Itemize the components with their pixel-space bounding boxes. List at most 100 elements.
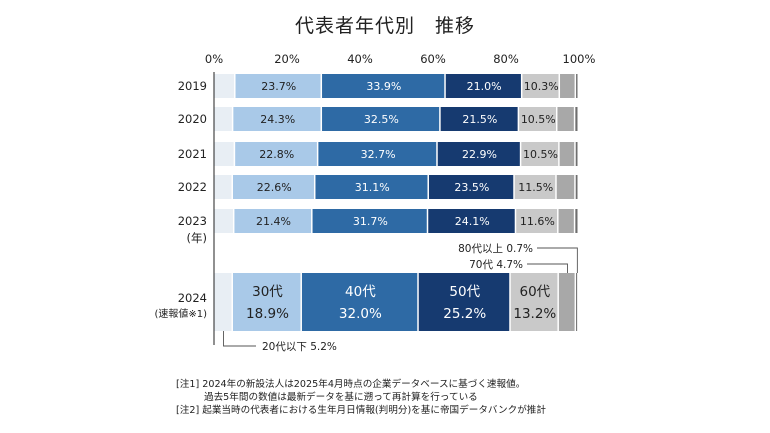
y-tick-label: 2019 (178, 79, 207, 93)
data-label: 23.5% (454, 181, 489, 194)
y-tick-label: 2020 (178, 112, 207, 126)
bar-segment (557, 107, 574, 131)
bar-segment (519, 107, 556, 131)
bar-segment (312, 209, 427, 233)
bar-segment (575, 175, 578, 199)
x-tick-label: 0% (205, 52, 223, 66)
note-1-continued: 過去5年間の数値は最新データを基に遡って再計算を行っている (204, 392, 478, 403)
bar-segment (322, 74, 445, 98)
year-unit-label: (年) (187, 231, 207, 245)
note-2: [注2] 起業当時の代表者における生年月日情報(判明分)を基に帝国データバンクが… (176, 405, 546, 416)
bar-segment (576, 273, 578, 331)
data-label: 22.6% (257, 181, 292, 194)
footnotes: [注1] 2024年の新設法人は2025年4月時点の企業データベースに基づく速報… (176, 378, 546, 417)
data-label: 10.3% (524, 80, 559, 93)
bar-segment (522, 74, 559, 98)
bar-segment (235, 142, 317, 166)
y-sublabel: (速報値※1) (154, 307, 207, 320)
bar-segment (514, 175, 556, 199)
bar-segment (318, 142, 437, 166)
data-label: 33.9% (366, 80, 401, 93)
data-label: 60代 (519, 284, 550, 300)
y-axis-labels: 2019 2020 2021 2022 2023 2024 (速報値※1) (年) (154, 79, 207, 320)
x-axis-ticks: 0% 20% 40% 60% 80% 100% (205, 52, 596, 66)
bar-segment (214, 175, 232, 199)
data-label: 18.9% (246, 306, 289, 322)
bar-rows: 23.7% 33.9% 21.0% 10.3% 24.3% 32.5% 21.5% 10.5%… (214, 74, 578, 331)
callout-label: 80代以上 0.7% (458, 243, 533, 255)
data-label: 25.2% (443, 306, 486, 322)
callout-leader (223, 331, 256, 347)
x-tick-label: 40% (347, 52, 373, 66)
data-label: 24.1% (455, 215, 490, 228)
bar-segment (232, 273, 301, 331)
bar-segment (556, 175, 575, 199)
bar-segment (214, 107, 232, 131)
data-label: 50代 (449, 284, 480, 300)
data-label: 30代 (252, 284, 283, 300)
data-label: 31.7% (353, 215, 388, 228)
bar-segment (559, 142, 575, 166)
x-tick-label: 20% (274, 52, 300, 66)
callout-leader (537, 247, 578, 273)
x-tick-label: 60% (420, 52, 446, 66)
bar-segment (214, 142, 234, 166)
data-label: 11.6% (520, 215, 555, 228)
data-label: 21.4% (256, 215, 291, 228)
bar-segment (576, 74, 578, 98)
data-label: 22.8% (259, 148, 294, 161)
bar-segment (437, 142, 520, 166)
data-label: 23.7% (261, 80, 296, 93)
data-label: 11.5% (518, 181, 553, 194)
data-label: 21.5% (462, 113, 497, 126)
data-label: 10.5% (523, 148, 558, 161)
bar-segment (301, 273, 418, 331)
bar-segment (558, 209, 574, 233)
bar-segment (575, 142, 578, 166)
chart-title: 代表者年代別 推移 (295, 15, 475, 37)
bar-segment (575, 209, 578, 233)
data-label: 24.3% (260, 113, 295, 126)
data-label: 21.0% (467, 80, 502, 93)
y-tick-label: 2022 (178, 180, 207, 194)
y-tick-label: 2024 (178, 291, 207, 305)
bar-segment (440, 107, 518, 131)
x-tick-label: 80% (493, 52, 519, 66)
bar-segment (214, 209, 233, 233)
bar-segment (418, 273, 510, 331)
callout-label: 20代以下 5.2% (262, 341, 337, 353)
data-label: 32.0% (339, 306, 382, 322)
bar-segment (214, 74, 235, 98)
bar-segment (235, 74, 321, 98)
data-label: 22.9% (462, 148, 497, 161)
bar-segment (428, 175, 514, 199)
data-label: 32.5% (364, 113, 399, 126)
y-tick-label: 2021 (178, 147, 207, 161)
bar-segment (233, 107, 321, 131)
bar-segment (214, 273, 232, 331)
note-1: [注1] 2024年の新設法人は2025年4月時点の企業データベースに基づく速報… (176, 379, 526, 390)
data-label: 10.5% (521, 113, 556, 126)
data-label: 13.2% (513, 306, 556, 322)
bar-segment (315, 175, 428, 199)
bar-segment (560, 74, 575, 98)
bar-segment (232, 175, 314, 199)
data-label: 31.1% (355, 181, 390, 194)
bar-segment (445, 74, 521, 98)
bar-segment (521, 142, 559, 166)
bar-segment (516, 209, 558, 233)
x-tick-label: 100% (563, 52, 596, 66)
y-tick-label: 2023 (178, 214, 207, 228)
data-label: 32.7% (361, 148, 396, 161)
callout-label: 70代 4.7% (469, 259, 523, 271)
bar-segment (234, 209, 312, 233)
callouts: 80代以上 0.7% 70代 4.7% 20代以下 5.2% (223, 243, 578, 353)
bar-segment (428, 209, 515, 233)
bar-segment (558, 273, 575, 331)
bar-segment (322, 107, 440, 131)
data-label: 40代 (345, 284, 376, 300)
callout-leader (527, 263, 568, 273)
bar-segment (575, 107, 578, 131)
bar-segment (510, 273, 558, 331)
